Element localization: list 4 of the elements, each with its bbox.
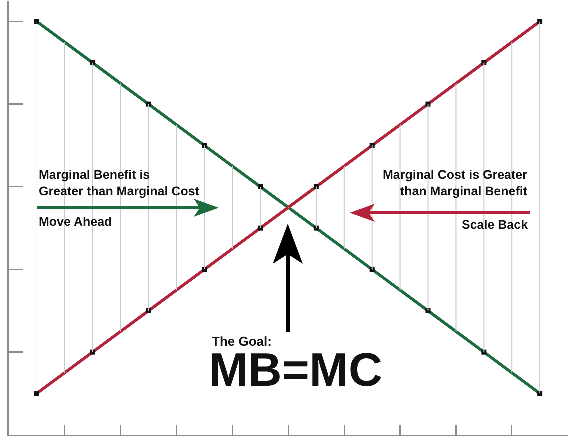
annotation: Marginal Cost is Greater than Marginal Benefit: [383, 168, 528, 198]
annotation: Move Ahead: [39, 215, 112, 229]
annotation: Marginal Benefit is Greater than Marginal Cost: [39, 168, 200, 198]
annotation: Scale Back: [462, 218, 528, 232]
